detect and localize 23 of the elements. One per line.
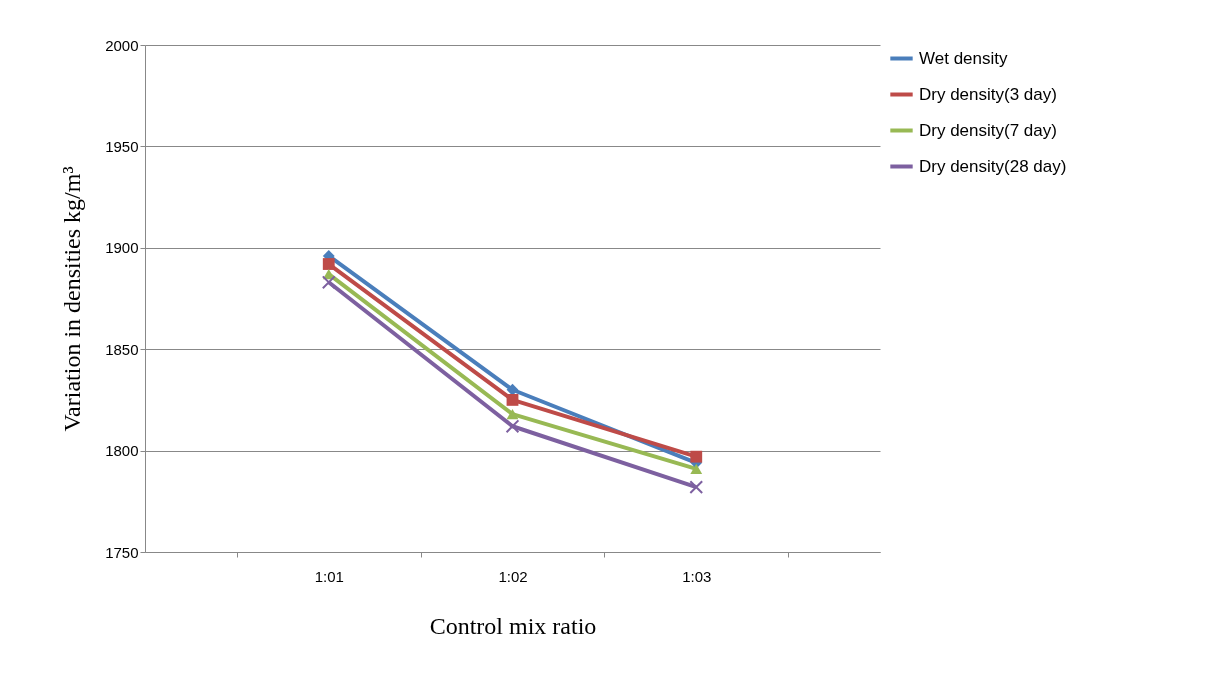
point	[690, 463, 703, 474]
point	[506, 408, 519, 420]
y-tick-label: 2000	[105, 36, 139, 54]
point	[689, 480, 704, 495]
y-tick-label: 1750	[105, 543, 139, 561]
point	[321, 275, 336, 290]
x-axis-title: Control mix ratio	[429, 612, 597, 639]
point	[505, 419, 520, 434]
x-tick-label: 1:03	[682, 567, 712, 585]
y-tick-label: 1800	[105, 442, 139, 460]
y-tick-label: 1950	[105, 137, 139, 155]
legend-label: Dry density(7 day)	[919, 120, 1057, 140]
y-axis-title: Variation in densities kg/m³	[59, 166, 86, 432]
point	[690, 450, 703, 463]
point	[322, 258, 335, 270]
x-tick-label: 1:02	[498, 567, 528, 585]
y-tick-label: 1850	[105, 340, 139, 358]
y-tick-label: 1900	[105, 239, 139, 257]
legend-label: Wet density	[919, 48, 1008, 68]
point	[506, 393, 519, 406]
x-tick-label: 1:01	[314, 567, 344, 585]
legend-label: Dry density(28 day)	[919, 156, 1067, 176]
legend-label: Dry density(3 day)	[919, 84, 1057, 104]
